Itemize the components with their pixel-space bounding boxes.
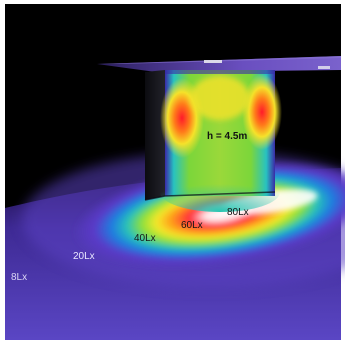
lux-40-label: 40Lx xyxy=(134,233,156,244)
height-label: h = 4.5m xyxy=(207,131,248,142)
lux-8-label: 8Lx xyxy=(11,272,28,283)
lux-80-label: 80Lx xyxy=(227,207,249,218)
lux-20-label: 20Lx xyxy=(73,251,95,262)
lux-60-label: 60Lx xyxy=(181,220,203,231)
